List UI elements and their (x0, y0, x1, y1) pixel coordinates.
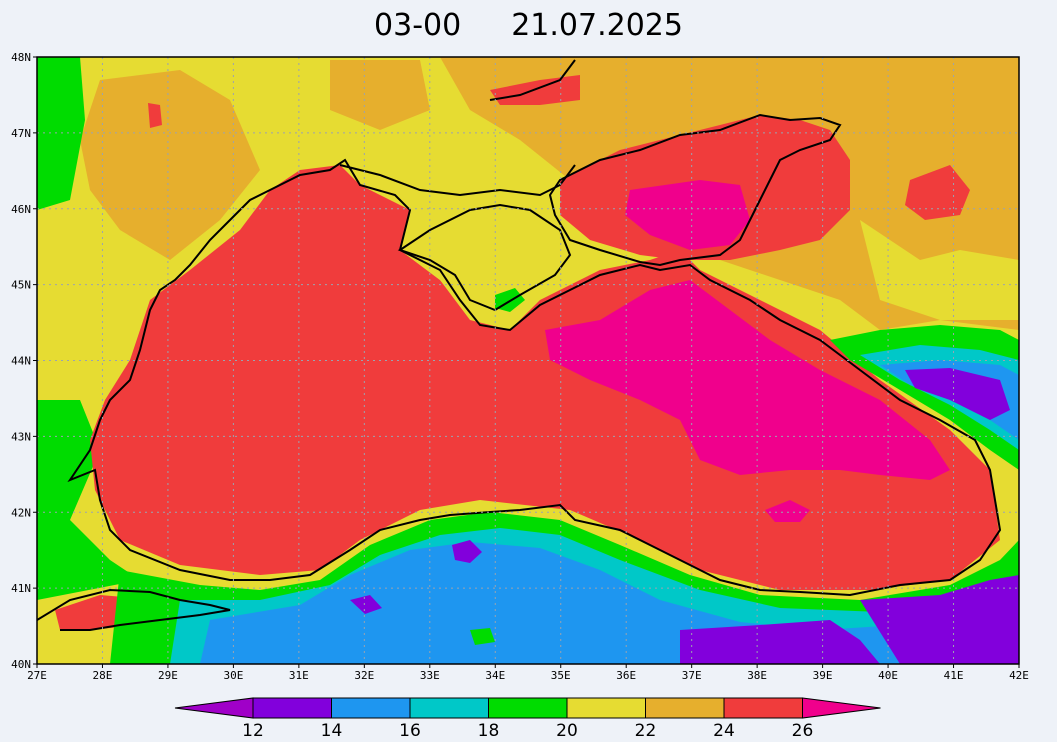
field-east-band-14 (905, 368, 1010, 420)
field-south-small-20 (470, 628, 495, 645)
field-sea-26 (90, 165, 1000, 590)
lat-tick-label: 47N (11, 127, 31, 140)
field-band-24-west (80, 70, 260, 260)
lon-tick-label: 34E (485, 669, 505, 682)
lat-tick-label: 46N (11, 203, 31, 216)
colorbar-segment (409, 697, 489, 719)
coastline-azov (548, 113, 842, 267)
lon-tick-label: 32E (354, 669, 374, 682)
lat-ticks: 40N 41N 42N 43N 44N 45N 46N 47N 48N (11, 51, 37, 671)
gridlines (37, 57, 1019, 664)
colorbar-label: 16 (399, 721, 421, 741)
lat-tick-label: 45N (11, 279, 31, 292)
colorbar-label: 20 (556, 721, 578, 741)
lon-tick-label: 36E (616, 669, 636, 682)
colorbar-segment (488, 697, 568, 719)
field-band-22-east-patch (860, 220, 1019, 320)
colorbar-label: 24 (713, 721, 735, 741)
field-west-small-26 (148, 103, 162, 128)
colorbar-segment (723, 697, 803, 719)
colorbar-segment (566, 697, 646, 719)
lon-tick-label: 29E (158, 669, 178, 682)
colorbar-label: 26 (792, 721, 814, 741)
colorbar-segment (645, 697, 725, 719)
lon-tick-label: 42E (1009, 669, 1029, 682)
colorbar-label: 18 (478, 721, 500, 741)
lon-tick-label: 40E (878, 669, 898, 682)
field-crimea-22 (400, 210, 570, 320)
lon-tick-label: 31E (289, 669, 309, 682)
coastline (67, 158, 1002, 597)
colorbar-segment (252, 697, 332, 719)
lon-ticks: 27E 28E 29E 30E 31E 32E 33E 34E 35E 36E 37E 38E 39E 4… (27, 664, 1029, 682)
lon-tick-label: 35E (551, 669, 571, 682)
lon-tick-label: 41E (944, 669, 964, 682)
colorbar-segment (331, 697, 411, 719)
lon-tick-label: 28E (93, 669, 113, 682)
coastline-north (339, 59, 576, 197)
lat-tick-label: 48N (11, 51, 31, 64)
field-band-20-southwest (37, 400, 140, 600)
lon-tick-label: 33E (420, 669, 440, 682)
colorbar-label: 14 (321, 721, 343, 741)
lat-tick-label: 40N (11, 658, 31, 671)
lon-tick-label: 39E (813, 669, 833, 682)
colorbar-arrow-high (802, 697, 881, 719)
map-field (37, 57, 1019, 664)
lat-tick-label: 42N (11, 506, 31, 519)
title-date: 21.07.2025 (511, 8, 683, 43)
map-title: 03-00 21.07.2025 (0, 8, 1057, 43)
colorbar-label: 12 (242, 721, 264, 741)
field-band-20-west-edge (37, 57, 85, 210)
field-sea-east-28 (545, 280, 950, 480)
field-south-band-14-a (680, 620, 880, 664)
field-small-28-a (765, 500, 810, 522)
field-south-small-14-a (452, 540, 482, 563)
field-band-24-north-island (330, 60, 430, 130)
lon-tick-label: 37E (682, 669, 702, 682)
field-south-band-14-b (860, 575, 1019, 664)
lat-tick-label: 44N (11, 355, 31, 368)
lat-tick-label: 41N (11, 582, 31, 595)
lat-tick-label: 43N (11, 430, 31, 443)
lon-tick-label: 27E (27, 669, 47, 682)
colorbar: 12 14 16 18 20 22 24 26 (174, 697, 881, 741)
field-south-small-14-b (350, 595, 382, 614)
field-azov-28 (625, 180, 750, 250)
title-time: 03-00 (374, 8, 462, 43)
lon-tick-label: 30E (223, 669, 243, 682)
colorbar-label: 22 (635, 721, 657, 741)
lon-tick-label: 38E (747, 669, 767, 682)
coastline-marmara (37, 588, 231, 631)
colorbar-arrow-low (174, 697, 254, 719)
